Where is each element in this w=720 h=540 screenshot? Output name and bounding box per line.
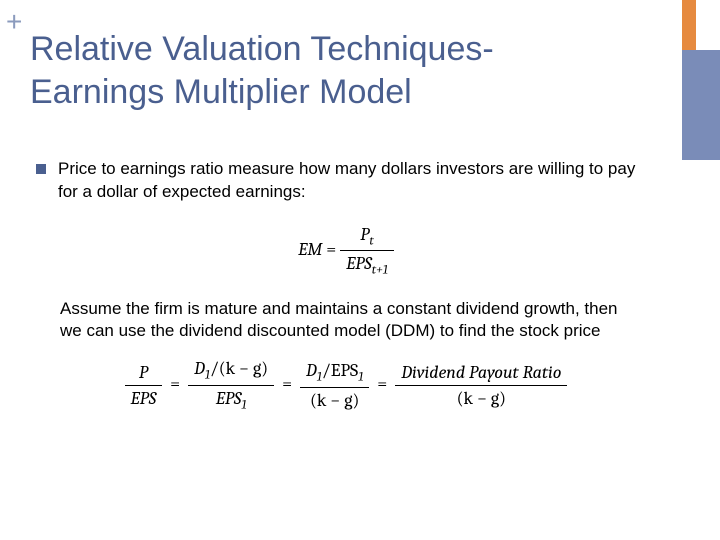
formula1-eq: = xyxy=(322,239,340,260)
formula1-den: EPS xyxy=(346,253,372,274)
assumption-paragraph: Assume the firm is mature and maintains … xyxy=(60,298,640,342)
f2-mid2-num-a: D xyxy=(306,360,317,381)
title-line-1: Relative Valuation Techniques- xyxy=(30,30,494,68)
bullet-item: Price to earnings ratio measure how many… xyxy=(36,158,656,204)
f2-mid1: D1/(k − g) EPS1 xyxy=(188,358,274,412)
f2-lhs-den: EPS xyxy=(125,386,163,409)
f2-lhs-num: P xyxy=(125,362,163,386)
accent-bar-blue xyxy=(682,50,720,160)
formula1-num: P xyxy=(360,224,369,245)
formula1-fraction: Pt EPSt+1 xyxy=(340,224,394,278)
slide-title: Relative Valuation Techniques- Earnings … xyxy=(30,28,630,113)
bullet-marker-icon xyxy=(36,164,46,174)
formula-em: EM = Pt EPSt+1 xyxy=(36,224,656,278)
accent-bar-orange xyxy=(682,0,696,50)
formula1-lhs: EM xyxy=(298,239,322,260)
formula-ddm: P EPS = D1/(k − g) EPS1 = D1/EPS1 (k − g… xyxy=(36,358,656,412)
f2-mid2: D1/EPS1 (k − g) xyxy=(300,360,369,411)
f2-eq3: = xyxy=(377,374,391,395)
formula1-num-sub: t xyxy=(369,233,373,248)
slide-body: Price to earnings ratio measure how many… xyxy=(36,158,656,412)
f2-mid2-den: (k − g) xyxy=(300,388,369,411)
f2-mid2-num-div: /EPS xyxy=(322,360,358,381)
formula1-den-sub: t+1 xyxy=(372,263,388,278)
f2-eq2: = xyxy=(282,374,296,395)
f2-lhs: P EPS xyxy=(125,362,163,409)
f2-mid1-den-sub: 1 xyxy=(241,397,246,412)
f2-mid1-num-div: /(k − g) xyxy=(210,358,268,379)
plus-icon: + xyxy=(6,6,22,38)
f2-mid1-den: EPS xyxy=(216,388,242,409)
f2-mid1-num-a: D xyxy=(194,358,205,379)
bullet-text: Price to earnings ratio measure how many… xyxy=(58,158,656,204)
title-line-2: Earnings Multiplier Model xyxy=(30,73,412,111)
f2-eq1: = xyxy=(170,374,184,395)
f2-mid2-num-div-sub: 1 xyxy=(358,370,363,385)
slide: + Relative Valuation Techniques- Earning… xyxy=(0,0,720,540)
f2-rhs-num: Dividend Payout Ratio xyxy=(395,362,567,386)
f2-rhs-den: (k − g) xyxy=(395,386,567,409)
f2-rhs: Dividend Payout Ratio (k − g) xyxy=(395,362,567,409)
